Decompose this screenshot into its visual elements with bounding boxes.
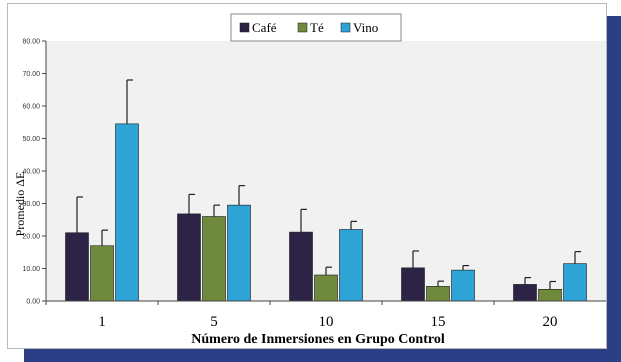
y-tick-label: 60.00 bbox=[22, 104, 40, 111]
legend-label-té: Té bbox=[310, 20, 324, 35]
legend-swatch-café bbox=[239, 22, 250, 33]
bar-chart: 0.00 10.00 20.00 30.00 40.00 50.00 60.00 70.00 8… bbox=[13, 13, 606, 347]
bar-café-20 bbox=[513, 284, 537, 302]
x-axis-ticks: 1 5 10 15 20 bbox=[45, 301, 558, 330]
y-tick-label: 50.00 bbox=[22, 136, 40, 143]
bar-té-10 bbox=[314, 274, 338, 302]
bar-té-20 bbox=[538, 288, 562, 302]
y-tick-label: 40.00 bbox=[22, 169, 40, 176]
y-tick-label: 20.00 bbox=[22, 234, 40, 241]
y-axis-label: Promedio ΔE bbox=[13, 172, 27, 237]
legend-label-vino: Vino bbox=[353, 20, 378, 35]
y-tick-label: 10.00 bbox=[22, 266, 40, 273]
legend-swatch-vino bbox=[340, 22, 351, 33]
legend-label-café: Café bbox=[252, 20, 277, 35]
bar-vino-20 bbox=[563, 263, 587, 302]
bar-té-1 bbox=[90, 245, 114, 302]
y-axis-ticks: 0.00 10.00 20.00 30.00 40.00 50.00 60.00 70.00 8… bbox=[22, 39, 46, 306]
bar-té-5 bbox=[202, 216, 226, 302]
y-tick-label: 70.00 bbox=[22, 71, 40, 78]
bar-vino-10 bbox=[339, 229, 363, 302]
bar-vino-15 bbox=[451, 269, 475, 302]
x-tick-label: 20 bbox=[543, 314, 558, 330]
bar-vino-1 bbox=[115, 123, 139, 302]
bar-vino-5 bbox=[227, 204, 251, 302]
bar-café-10 bbox=[289, 231, 313, 302]
x-tick-label: 10 bbox=[319, 314, 334, 330]
bar-té-15 bbox=[426, 286, 450, 302]
y-tick-label: 30.00 bbox=[22, 201, 40, 208]
x-tick-label: 15 bbox=[431, 314, 446, 330]
x-tick-label: 5 bbox=[210, 314, 218, 330]
y-tick-label: 80.00 bbox=[22, 39, 40, 46]
bar-café-1 bbox=[65, 232, 89, 302]
legend-swatch-té bbox=[297, 22, 308, 33]
plot-area bbox=[46, 41, 606, 301]
bars bbox=[65, 79, 587, 302]
x-tick-label: 1 bbox=[98, 314, 106, 330]
legend-box bbox=[230, 13, 402, 42]
y-tick-label: 0.00 bbox=[26, 299, 40, 306]
x-axis-label: Número de Inmersiones en Grupo Control bbox=[191, 332, 445, 347]
legend: Café Té Vino bbox=[230, 13, 402, 42]
chart-frame: 0.00 10.00 20.00 30.00 40.00 50.00 60.00 70.00 8… bbox=[7, 3, 607, 349]
bar-café-15 bbox=[401, 267, 425, 302]
legend-items: Café Té Vino bbox=[239, 20, 378, 35]
bar-café-5 bbox=[177, 213, 201, 302]
